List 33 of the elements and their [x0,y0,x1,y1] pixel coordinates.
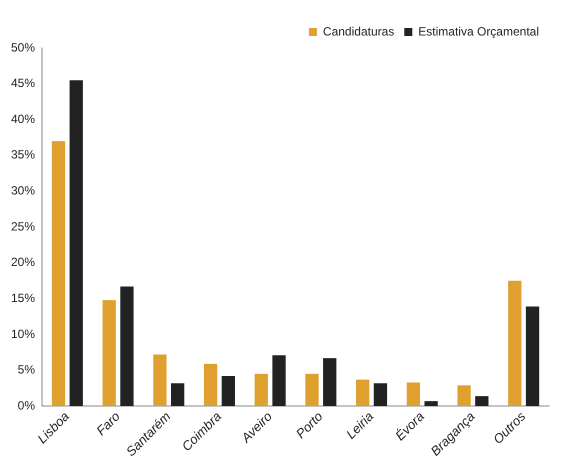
bar [52,141,66,406]
bar [102,300,116,406]
y-tick-label: 10% [10,326,36,341]
bar [153,354,167,406]
y-tick-label: 25% [10,219,36,234]
bar [305,374,319,406]
bar [222,376,235,406]
y-tick-label: 30% [10,184,36,198]
bar [457,385,471,406]
bar [272,355,286,406]
bar [374,383,388,406]
y-tick-label: 5% [18,362,36,377]
bar [475,396,488,406]
y-tick-label: 50% [10,40,36,54]
y-tick-label: 35% [10,148,36,162]
bar [508,280,522,406]
bar [323,358,336,406]
bar [70,80,83,406]
y-tick-label: 40% [10,112,36,126]
y-tick-label: 15% [10,290,36,305]
bar [526,306,540,406]
bar [254,374,268,406]
bar [406,382,420,406]
bar [204,364,218,406]
y-tick-label: 45% [10,76,36,90]
legend-label: Candidaturas [322,24,394,38]
bar [424,401,438,406]
legend-label: Estimativa Orçamental [418,24,539,38]
bar [356,380,370,406]
bar [170,383,184,406]
y-tick-label: 20% [10,255,36,270]
bar [120,286,134,406]
y-tick-label: 0% [18,398,36,412]
